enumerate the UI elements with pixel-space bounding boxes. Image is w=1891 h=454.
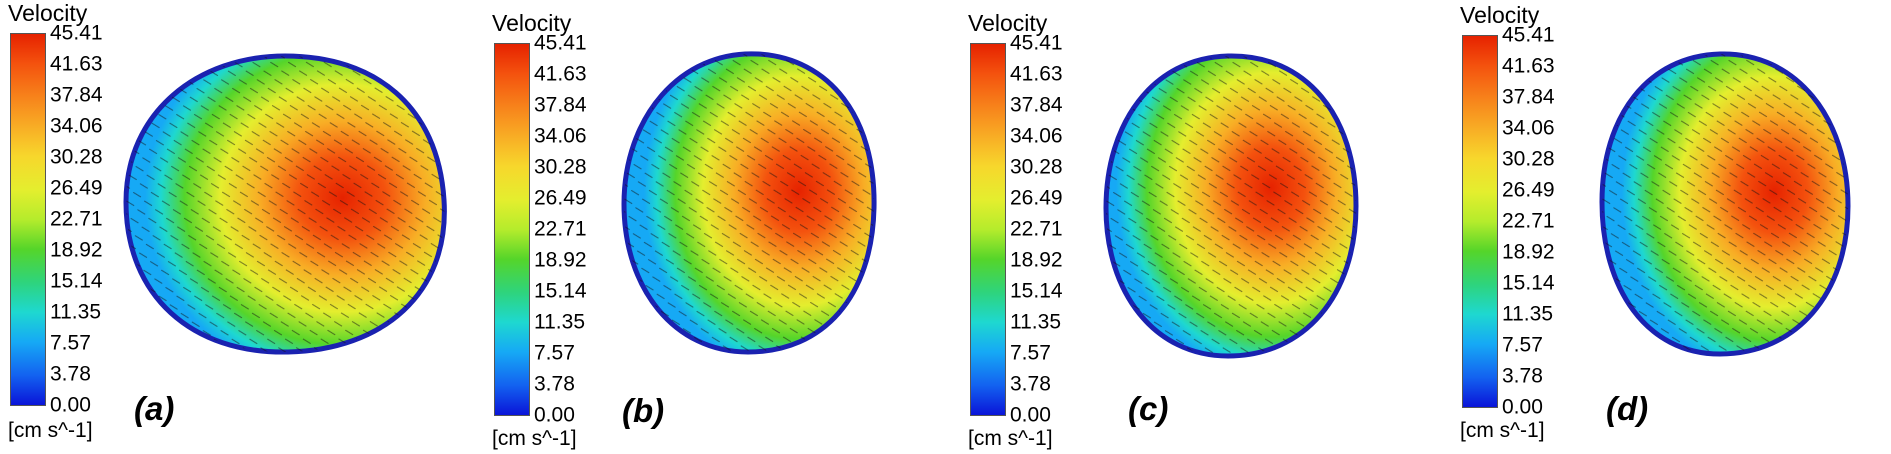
tick-label: 11.35	[1010, 310, 1061, 334]
velocity-contour-disk	[123, 53, 447, 355]
panel-label: (b)	[622, 392, 665, 429]
tick-label: 26.49	[50, 176, 103, 200]
tick-label: 41.63	[50, 52, 103, 76]
tick-label: 34.06	[1010, 124, 1063, 148]
tick-label: 11.35	[534, 310, 585, 334]
unit-label: [cm s^-1]	[968, 427, 1053, 450]
tick-label: 0.00	[50, 393, 91, 417]
unit-label: [cm s^-1]	[1460, 419, 1545, 442]
tick-label: 11.35	[50, 300, 101, 324]
tick-label: 22.71	[1502, 209, 1555, 233]
panel-label: (c)	[1128, 390, 1169, 427]
tick-label: 3.78	[1010, 372, 1051, 396]
colorbar	[1462, 35, 1498, 408]
tick-label: 3.78	[1502, 364, 1543, 388]
tick-label: 37.84	[1502, 85, 1555, 109]
panel-c: Velocity 45.41 41.63 37.84 34.06 30.28 2…	[964, 0, 1436, 454]
tick-label: 41.63	[534, 62, 587, 86]
tick-label: 0.00	[534, 403, 575, 427]
tick-label: 7.57	[1010, 341, 1051, 365]
tick-label: 18.92	[50, 238, 103, 262]
tick-label: 22.71	[50, 207, 103, 231]
tick-label: 37.84	[50, 83, 103, 107]
tick-label: 26.49	[1010, 186, 1063, 210]
velocity-contour-disk	[1599, 51, 1851, 357]
tick-label: 22.71	[1010, 217, 1063, 241]
tick-label: 7.57	[50, 331, 91, 355]
colorbar	[970, 43, 1006, 416]
colorbar-ticks: 45.41 41.63 37.84 34.06 30.28 26.49 22.7…	[534, 33, 624, 426]
panel-label: (a)	[134, 390, 175, 427]
tick-label: 3.78	[50, 362, 91, 386]
legend-title: Velocity	[968, 10, 1048, 36]
velocity-contour-disk	[621, 51, 877, 355]
tick-label: 0.00	[1502, 395, 1543, 419]
colorbar-ticks: 45.41 41.63 37.84 34.06 30.28 26.49 22.7…	[1502, 25, 1592, 418]
tick-label: 30.28	[1502, 147, 1555, 171]
tick-label: 45.41	[1502, 23, 1555, 47]
tick-label: 34.06	[50, 114, 103, 138]
tick-label: 45.41	[1010, 31, 1063, 55]
tick-label: 7.57	[534, 341, 575, 365]
tick-label: 34.06	[534, 124, 587, 148]
tick-label: 15.14	[1010, 279, 1063, 303]
tick-label: 30.28	[1010, 155, 1063, 179]
tick-label: 18.92	[1502, 240, 1555, 264]
tick-label: 34.06	[1502, 116, 1555, 140]
tick-label: 37.84	[1010, 93, 1063, 117]
legend-title: Velocity	[492, 10, 572, 36]
tick-label: 15.14	[1502, 271, 1555, 295]
unit-label: [cm s^-1]	[8, 419, 93, 442]
panel-d: Velocity 45.41 41.63 37.84 34.06 30.28 2…	[1440, 0, 1891, 454]
colorbar	[494, 43, 530, 416]
colorbar-ticks: 45.41 41.63 37.84 34.06 30.28 26.49 22.7…	[50, 23, 140, 416]
tick-label: 37.84	[534, 93, 587, 117]
velocity-contour-disk	[1103, 53, 1359, 359]
tick-label: 41.63	[1502, 54, 1555, 78]
tick-label: 26.49	[534, 186, 587, 210]
tick-label: 18.92	[534, 248, 587, 272]
panel-a: Velocity 45.41 41.63 37.84 34.06 30.28 2…	[0, 0, 472, 454]
unit-label: [cm s^-1]	[492, 427, 577, 450]
tick-label: 15.14	[534, 279, 587, 303]
tick-label: 26.49	[1502, 178, 1555, 202]
tick-label: 41.63	[1010, 62, 1063, 86]
tick-label: 15.14	[50, 269, 103, 293]
legend-title: Velocity	[8, 0, 88, 26]
tick-label: 30.28	[50, 145, 103, 169]
tick-label: 3.78	[534, 372, 575, 396]
tick-label: 18.92	[1010, 248, 1063, 272]
tick-label: 0.00	[1010, 403, 1051, 427]
tick-label: 22.71	[534, 217, 587, 241]
tick-label: 45.41	[534, 31, 587, 55]
panel-b: Velocity 45.41 41.63 37.84 34.06 30.28 2…	[490, 0, 962, 454]
tick-label: 30.28	[534, 155, 587, 179]
colorbar	[10, 33, 46, 406]
colorbar-ticks: 45.41 41.63 37.84 34.06 30.28 26.49 22.7…	[1010, 33, 1100, 426]
panel-label: (d)	[1606, 390, 1649, 427]
tick-label: 7.57	[1502, 333, 1543, 357]
tick-label: 11.35	[1502, 302, 1553, 326]
legend-title: Velocity	[1460, 2, 1540, 28]
tick-label: 45.41	[50, 21, 103, 45]
